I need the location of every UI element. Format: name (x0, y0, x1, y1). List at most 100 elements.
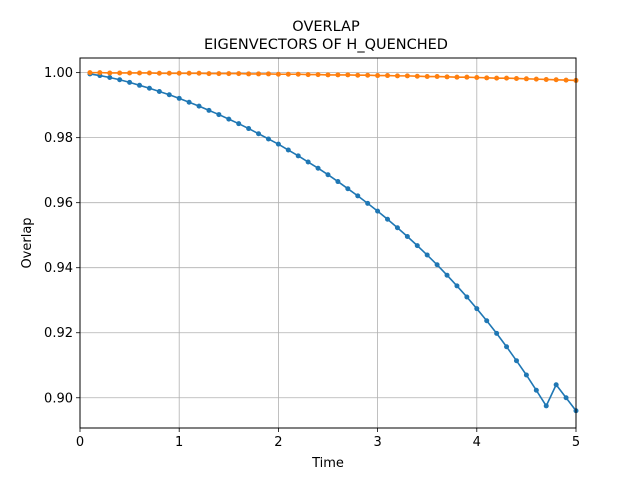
y-tick-label: 0.96 (44, 196, 73, 211)
data-point (563, 395, 569, 401)
chart-subtitle: EIGENVECTORS OF H_QUENCHED (204, 37, 448, 53)
data-point (513, 358, 519, 364)
data-point (166, 92, 172, 98)
data-point (454, 283, 460, 289)
data-point (315, 72, 321, 78)
data-point (186, 99, 192, 105)
x-axis-label: Time (311, 456, 344, 471)
data-point (156, 70, 162, 76)
data-point (494, 330, 500, 336)
data-point (256, 71, 262, 77)
data-point (285, 71, 291, 77)
y-tick-label: 0.98 (44, 131, 73, 146)
data-point (394, 73, 400, 79)
data-point (176, 95, 182, 101)
y-tick-label: 0.90 (44, 391, 73, 406)
data-point (484, 75, 490, 81)
data-point (375, 208, 381, 214)
data-point (434, 74, 440, 80)
data-point (117, 70, 123, 76)
grid (79, 58, 577, 428)
data-point (246, 71, 252, 77)
data-point (504, 75, 510, 81)
data-point (206, 71, 212, 77)
data-point (474, 306, 480, 312)
axis-ticks: 0 1 2 3 4 5 0.90 0.92 0.94 0.96 0.98 1.00 (44, 66, 580, 450)
data-point (146, 85, 152, 91)
data-point (127, 70, 133, 76)
data-point (523, 76, 529, 82)
data-point (236, 121, 242, 127)
plot-series (87, 70, 579, 414)
data-point (394, 225, 400, 231)
data-point (404, 73, 410, 79)
data-point (87, 70, 93, 76)
data-point (226, 71, 232, 77)
data-point (216, 112, 222, 118)
data-point (265, 71, 271, 77)
y-tick-label: 1.00 (44, 66, 73, 81)
y-tick-label: 0.94 (44, 261, 73, 276)
data-point (146, 70, 152, 76)
data-point (464, 74, 470, 80)
y-tick-label: 0.92 (44, 326, 73, 341)
data-point (325, 172, 331, 178)
data-point (305, 159, 311, 165)
data-point (533, 76, 539, 82)
x-tick-label: 2 (274, 435, 282, 450)
data-point (404, 233, 410, 239)
data-point (256, 131, 262, 137)
data-point (414, 73, 420, 79)
data-point (226, 116, 232, 122)
data-point (553, 382, 559, 388)
data-point (504, 344, 510, 350)
data-point (385, 216, 391, 222)
data-point (206, 107, 212, 113)
data-point (444, 74, 450, 80)
data-point (563, 77, 569, 83)
data-point (345, 72, 351, 78)
data-point (166, 70, 172, 76)
x-tick-label: 0 (76, 435, 84, 450)
data-point (335, 179, 341, 185)
y-axis-label: Overlap (20, 217, 35, 268)
data-point (355, 193, 361, 199)
data-point (365, 200, 371, 206)
data-point (533, 387, 539, 393)
data-point (196, 103, 202, 109)
data-point (236, 71, 242, 77)
data-point (176, 70, 182, 76)
data-point (345, 186, 351, 192)
data-point (484, 318, 490, 324)
data-point (186, 70, 192, 76)
data-point (265, 136, 271, 142)
data-point (156, 88, 162, 94)
data-point (246, 126, 252, 132)
data-point (355, 72, 361, 78)
chart-title: OVERLAP (292, 19, 360, 35)
data-point (513, 75, 519, 81)
data-point (315, 165, 321, 171)
data-point (543, 76, 549, 82)
x-tick-label: 4 (473, 435, 481, 450)
data-point (365, 72, 371, 78)
series-2 (87, 70, 579, 83)
data-point (424, 252, 430, 258)
data-point (295, 71, 301, 77)
x-tick-label: 1 (175, 435, 183, 450)
data-point (285, 147, 291, 153)
data-point (216, 71, 222, 77)
plot-frame (79, 57, 577, 429)
data-point (127, 79, 133, 85)
data-point (275, 71, 281, 77)
data-point (295, 153, 301, 159)
data-point (414, 243, 420, 249)
data-point (523, 372, 529, 378)
data-point (454, 74, 460, 80)
data-point (107, 70, 113, 76)
data-point (137, 70, 143, 76)
x-tick-label: 3 (373, 435, 381, 450)
data-point (196, 70, 202, 76)
data-point (375, 73, 381, 79)
